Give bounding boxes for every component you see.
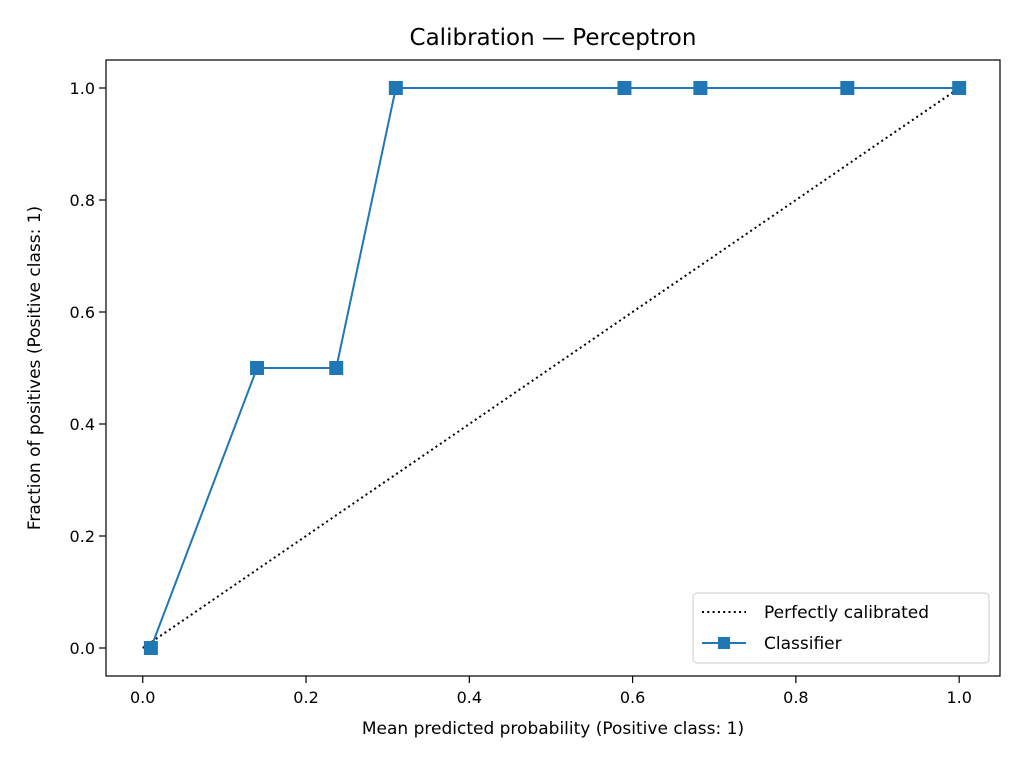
y-tick-label: 0.8	[70, 191, 95, 210]
plot-frame	[105, 59, 1001, 677]
x-axis-ticks: 0.0 0.2 0.4 0.6 0.8 1.0	[130, 676, 972, 707]
x-tick-label: 0.0	[130, 688, 155, 707]
series-line-perfectly-calibrated	[142, 87, 960, 649]
x-tick-label: 0.6	[620, 688, 645, 707]
data-point-classifier	[250, 361, 265, 375]
data-point-classifier	[952, 81, 967, 95]
legend: Perfectly calibrated Classifier	[692, 592, 990, 664]
y-tick-label: 0.0	[70, 639, 95, 658]
data-point-classifier	[617, 81, 632, 95]
legend-box	[692, 592, 990, 664]
legend-label-perfectly-calibrated: Perfectly calibrated	[764, 603, 929, 623]
x-tick-label: 1.0	[946, 688, 971, 707]
y-axis-ticks: 0.0 0.2 0.4 0.6 0.8 1.0	[70, 79, 106, 658]
data-point-classifier	[143, 641, 158, 655]
data-point-classifier	[693, 81, 708, 95]
plot-area	[105, 59, 1001, 677]
x-tick-label: 0.8	[783, 688, 808, 707]
y-tick-label: 1.0	[70, 79, 95, 98]
y-axis-label: Fraction of positives (Positive class: 1…	[25, 206, 45, 530]
series-line-classifier	[149, 87, 960, 649]
data-point-classifier	[388, 81, 403, 95]
y-tick-label: 0.4	[70, 415, 95, 434]
legend-label-classifier: Classifier	[764, 634, 842, 654]
x-tick-label: 0.2	[293, 688, 318, 707]
y-tick-label: 0.2	[70, 527, 95, 546]
legend-swatch-classifier-marker	[718, 637, 730, 649]
series-layer	[142, 81, 967, 655]
x-tick-label: 0.4	[457, 688, 482, 707]
data-point-classifier	[329, 361, 344, 375]
x-axis-label: Mean predicted probability (Positive cla…	[362, 719, 744, 739]
chart-title: Calibration — Perceptron	[410, 25, 697, 51]
data-point-classifier	[840, 81, 855, 95]
y-tick-label: 0.6	[70, 303, 95, 322]
